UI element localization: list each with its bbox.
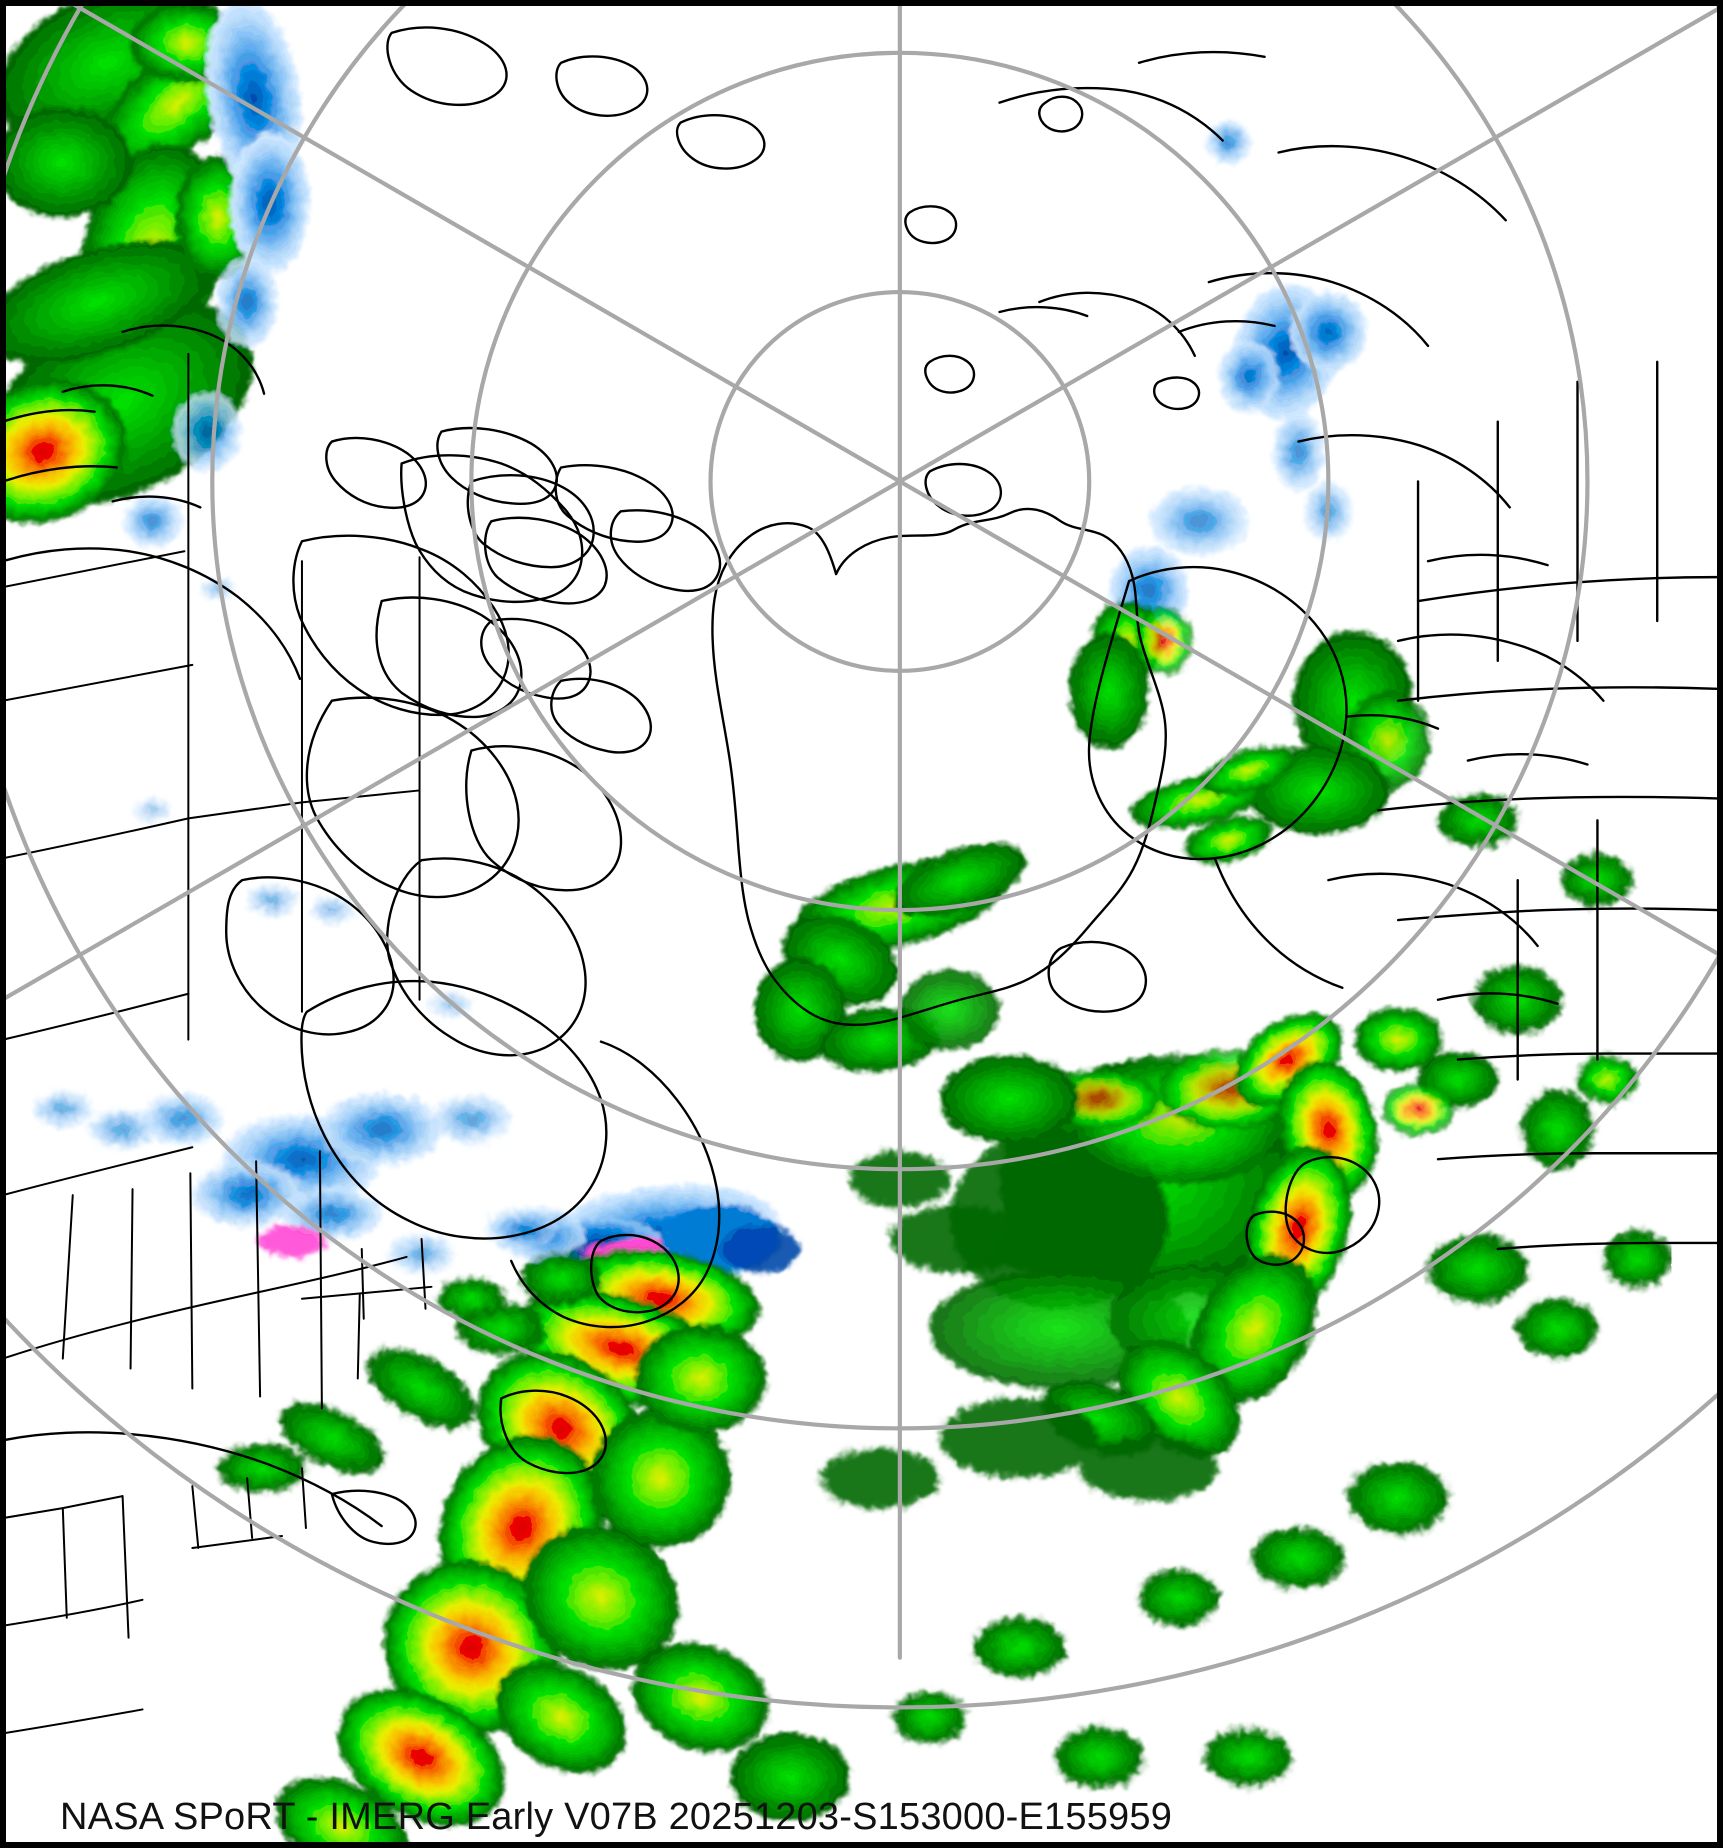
meridian-5 — [5, 479, 902, 1001]
precip-iceland-arc — [754, 843, 1026, 1072]
coastline-labrador — [510, 1040, 721, 1329]
coastline-british-isles — [1245, 1156, 1381, 1266]
precip-siberia-snow — [1218, 284, 1367, 542]
graticule-layer — [5, 5, 1718, 1710]
map-canvas — [3, 3, 1720, 1845]
coastline-layer — [5, 26, 1718, 1734]
meridian-6 — [72, 5, 902, 484]
coastline-newfoundland — [590, 1233, 680, 1314]
precip-scandinavia — [1069, 487, 1431, 865]
coastline-hudson-bay — [300, 979, 608, 1240]
precip-east-coast-band — [275, 1249, 851, 1843]
coastline-arctic-islands — [386, 26, 1201, 517]
precipitation-layer — [5, 5, 1672, 1843]
coastline-nova-scotia — [499, 1389, 608, 1475]
precip-great-lakes-snow — [32, 578, 558, 1274]
coastline-cape-cod — [330, 1489, 417, 1545]
precip-scattered-europe — [893, 794, 1672, 1788]
coastline-greenland — [711, 507, 1167, 1027]
precip-scattered-newengland — [218, 1252, 601, 1493]
meridian-3 — [897, 479, 1718, 956]
meridian-2 — [897, 7, 1718, 484]
map-border — [3, 3, 1720, 1845]
precip-bering-snow — [122, 5, 1251, 548]
coastline-canadian-arctic — [225, 426, 722, 1057]
border-lines-north-america — [5, 352, 433, 1734]
latitude-circle-40 — [5, 1316, 1718, 1710]
coastline-scandinavia — [1087, 565, 1440, 989]
coastline-iceland — [1047, 940, 1148, 1013]
coastline-alaska — [5, 324, 302, 680]
coastline-us-east — [5, 1431, 383, 1528]
